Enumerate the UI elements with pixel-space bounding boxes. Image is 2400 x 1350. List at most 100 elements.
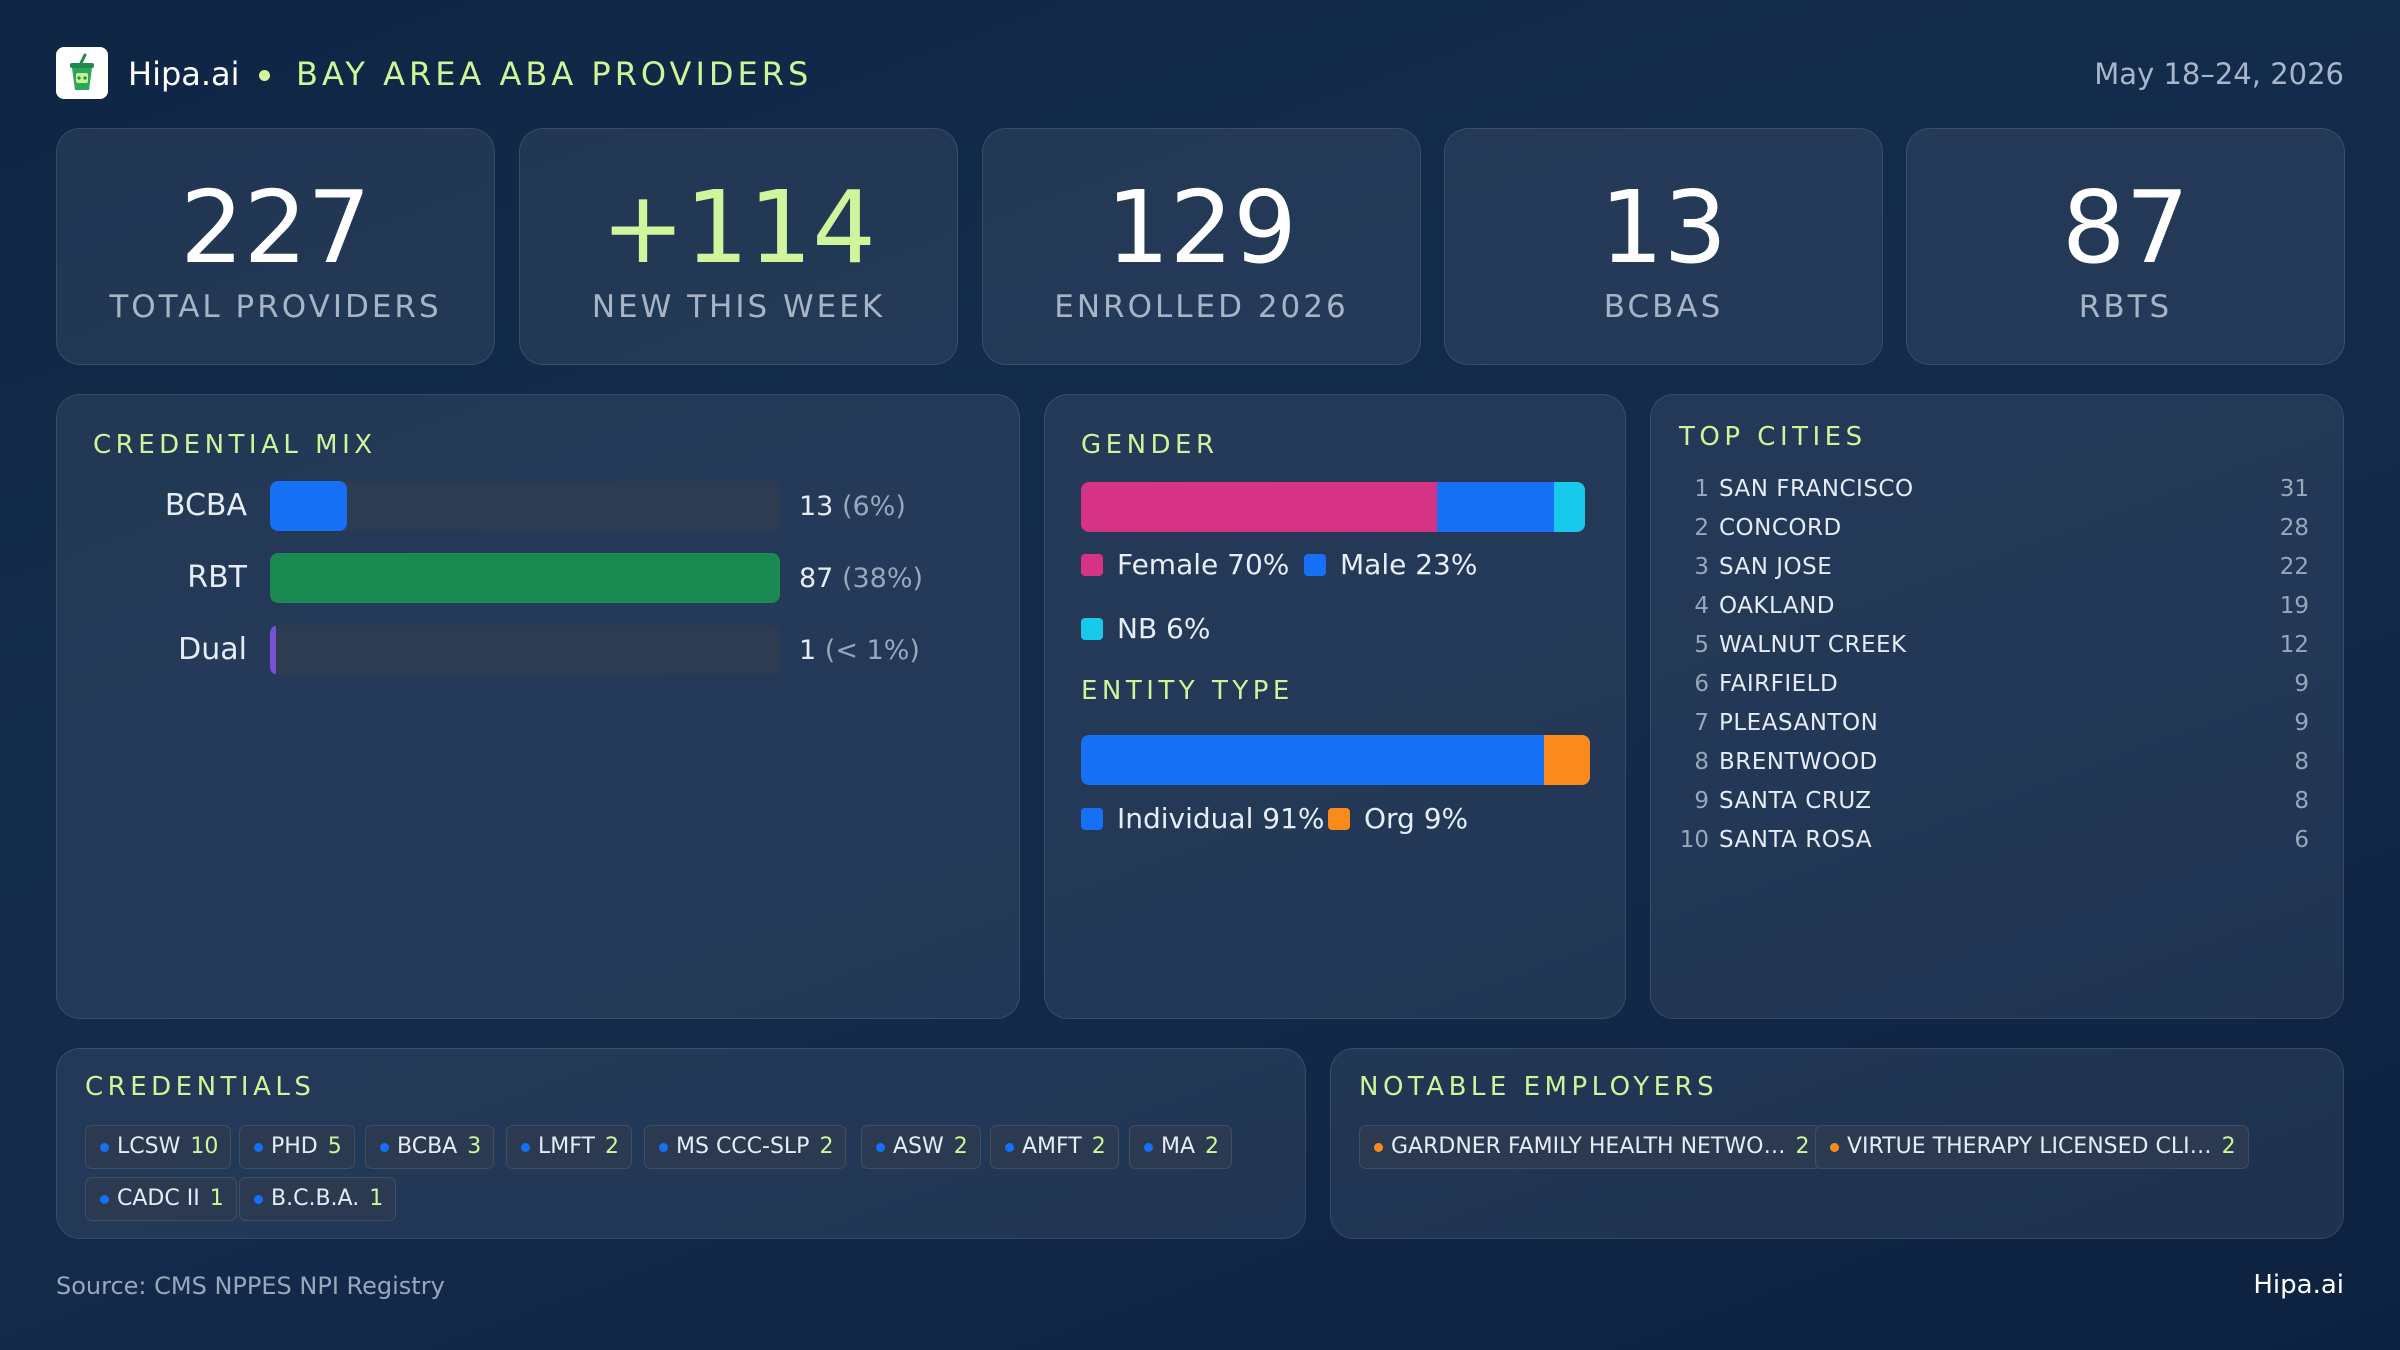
chip-name: PHD (271, 1134, 318, 1159)
chip-name: BCBA (397, 1134, 458, 1159)
employer-chip[interactable]: GARDNER FAMILY HEALTH NETWO… 2 (1359, 1125, 1823, 1169)
top-cities-panel: TOP CITIES 1 SAN FRANCISCO 31 2 CONCORD … (1650, 394, 2344, 1019)
section-title: TOP CITIES (1679, 422, 1867, 452)
credential-mix-row-bcba: BCBA 13 (6%) (113, 481, 1053, 531)
city-row: 3 SAN JOSE 22 (1679, 549, 2309, 585)
chip-dot (1830, 1142, 1839, 1152)
credential-mix-row-rbt: RBT 87 (38%) (113, 553, 1053, 603)
legend-swatch (1304, 554, 1326, 576)
credential-chip[interactable]: BCBA 3 (365, 1125, 495, 1169)
gender-stacked-bar (1081, 482, 1585, 532)
chip-dot (380, 1142, 389, 1152)
chip-count: 10 (190, 1134, 219, 1159)
chip-count: 2 (953, 1134, 968, 1159)
mix-percent: (6%) (841, 491, 906, 522)
chip-count: 2 (1091, 1134, 1106, 1159)
legend-female: Female 70% (1081, 547, 1289, 583)
stat-value: 227 (180, 169, 371, 286)
mix-row-label: BCBA (164, 488, 247, 523)
section-title: NOTABLE EMPLOYERS (1359, 1072, 1719, 1102)
employer-chip[interactable]: VIRTUE THERAPY LICENSED CLI… 2 (1815, 1125, 2249, 1169)
city-count: 6 (2294, 827, 2309, 853)
gender-bar-male (1437, 482, 1555, 532)
credential-chip[interactable]: LMFT 2 (506, 1125, 632, 1169)
gender-entity-panel: GENDER Female 70% Male 23% NB 6% ENTITY … (1044, 394, 1626, 1019)
city-rank: 2 (1694, 515, 1709, 541)
stat-value: 13 (1599, 169, 1728, 286)
city-count: 9 (2294, 710, 2309, 736)
chip-name: ASW (893, 1134, 944, 1159)
legend-swatch (1081, 808, 1103, 830)
chip-dot (1005, 1142, 1014, 1152)
stat-card-bcbas: 13 BCBAS (1444, 128, 1883, 365)
chip-name: MA (1161, 1134, 1196, 1159)
separator-dot (259, 70, 270, 81)
chip-name: VIRTUE THERAPY LICENSED CLI… (1847, 1134, 2212, 1159)
stat-label: ENROLLED 2026 (1054, 289, 1349, 325)
footer-brand: Hipa.ai (2253, 1270, 2344, 1300)
stat-value: 87 (2061, 169, 2190, 286)
chip-name: MS CCC-SLP (676, 1134, 810, 1159)
city-count: 22 (2279, 554, 2309, 580)
city-count: 28 (2279, 515, 2309, 541)
stat-card-enrolled-2026: 129 ENROLLED 2026 (982, 128, 1421, 365)
city-rank: 5 (1694, 632, 1709, 658)
brand-name: Hipa.ai (128, 55, 240, 93)
legend-label: Female 70% (1117, 548, 1290, 581)
city-rank: 7 (1694, 710, 1709, 736)
credential-chip[interactable]: AMFT 2 (990, 1125, 1119, 1169)
app-logo (56, 47, 108, 99)
credential-chip[interactable]: MA 2 (1129, 1125, 1233, 1169)
city-name: WALNUT CREEK (1719, 632, 1907, 658)
city-row: 7 PLEASANTON 9 (1679, 705, 2309, 741)
stat-value: +114 (601, 169, 876, 286)
legend-male: Male 23% (1304, 547, 1477, 583)
legend-swatch (1081, 618, 1103, 640)
chip-name: LMFT (538, 1134, 595, 1159)
credential-chip[interactable]: PHD 5 (239, 1125, 355, 1169)
section-title: CREDENTIALS (85, 1072, 316, 1102)
legend-org: Org 9% (1328, 801, 1468, 837)
gender-bar-female (1081, 482, 1438, 532)
credential-chip[interactable]: ASW 2 (861, 1125, 981, 1169)
mix-count: 87 (799, 563, 834, 594)
chip-dot (1144, 1142, 1153, 1152)
credential-chip[interactable]: CADC II 1 (85, 1177, 237, 1221)
mix-bar-track (270, 625, 780, 675)
credential-chip[interactable]: LCSW 10 (85, 1125, 232, 1169)
city-name: SANTA CRUZ (1719, 788, 1872, 814)
city-rank: 9 (1694, 788, 1709, 814)
entity-stacked-bar (1081, 735, 1590, 785)
mix-row-label: RBT (187, 560, 247, 595)
city-list: 1 SAN FRANCISCO 31 2 CONCORD 28 3 SAN JO… (1679, 395, 2309, 995)
section-title: GENDER (1081, 430, 1219, 460)
city-name: SAN FRANCISCO (1719, 476, 1914, 502)
legend-label: Org 9% (1364, 802, 1469, 835)
chip-count: 3 (467, 1134, 482, 1159)
chip-dot (521, 1142, 530, 1152)
legend-swatch (1328, 808, 1350, 830)
city-count: 8 (2294, 788, 2309, 814)
legend-nb: NB 6% (1081, 611, 1210, 647)
cup-logo-icon (70, 53, 94, 90)
stat-label: BCBAS (1603, 289, 1724, 325)
credential-chip[interactable]: B.C.B.A. 1 (239, 1177, 397, 1221)
chip-dot (876, 1142, 885, 1152)
city-rank: 3 (1694, 554, 1709, 580)
city-count: 31 (2279, 476, 2309, 502)
chip-name: CADC II (117, 1186, 200, 1211)
city-rank: 1 (1694, 476, 1709, 502)
stat-value: 129 (1106, 169, 1297, 286)
stat-label: NEW THIS WEEK (591, 289, 886, 325)
legend-swatch (1081, 554, 1103, 576)
legend-label: Male 23% (1340, 548, 1478, 581)
city-row: 6 FAIRFIELD 9 (1679, 666, 2309, 702)
mix-bar-fill (270, 553, 780, 603)
credential-chip[interactable]: MS CCC-SLP 2 (644, 1125, 847, 1169)
city-name: SAN JOSE (1719, 554, 1833, 580)
city-rank: 6 (1694, 671, 1709, 697)
city-row: 9 SANTA CRUZ 8 (1679, 783, 2309, 819)
city-name: OAKLAND (1719, 593, 1836, 619)
credential-mix-row-dual: Dual 1 (< 1%) (113, 625, 1053, 675)
chip-count: 1 (209, 1186, 224, 1211)
